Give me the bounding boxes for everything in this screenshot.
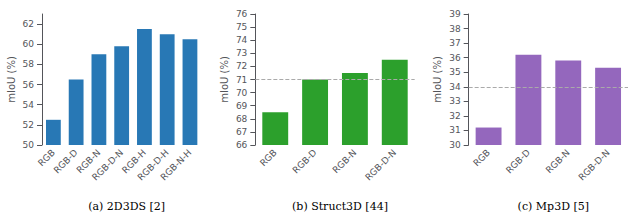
svg-text:RGB-N: RGB-N: [74, 147, 103, 176]
svg-text:50: 50: [23, 140, 35, 150]
svg-text:(c) Mp3D [5]: (c) Mp3D [5]: [518, 200, 589, 213]
svg-text:58: 58: [23, 59, 35, 69]
svg-text:32: 32: [449, 111, 460, 121]
svg-text:72: 72: [236, 61, 247, 71]
svg-text:35: 35: [449, 67, 460, 77]
svg-text:74: 74: [236, 35, 248, 45]
svg-text:36: 36: [449, 53, 461, 63]
svg-text:38: 38: [449, 24, 461, 34]
svg-text:69: 69: [236, 101, 248, 111]
svg-text:68: 68: [236, 114, 248, 124]
svg-text:30: 30: [449, 140, 461, 150]
svg-text:75: 75: [236, 22, 247, 32]
svg-text:RGB-N: RGB-N: [544, 147, 572, 175]
svg-text:76: 76: [236, 9, 248, 19]
svg-text:RGB-D-H: RGB-D-H: [135, 147, 171, 183]
svg-text:54: 54: [23, 100, 35, 110]
svg-text:RGB-D: RGB-D: [52, 147, 80, 175]
svg-text:62: 62: [23, 19, 34, 29]
svg-text:RGB: RGB: [471, 147, 492, 168]
svg-text:RGB-D-N: RGB-D-N: [90, 147, 125, 182]
svg-text:RGB: RGB: [36, 147, 57, 169]
svg-text:60: 60: [23, 39, 35, 49]
svg-text:RGB-N: RGB-N: [331, 147, 359, 175]
svg-text:mIoU (%): mIoU (%): [432, 56, 443, 103]
svg-text:34: 34: [449, 82, 461, 92]
svg-text:71: 71: [236, 75, 247, 85]
svg-text:37: 37: [449, 38, 460, 48]
svg-text:(a) 2D3DS [2]: (a) 2D3DS [2]: [88, 200, 165, 213]
svg-text:70: 70: [236, 88, 248, 98]
svg-text:39: 39: [449, 9, 461, 19]
svg-text:RGB-D-N: RGB-D-N: [577, 147, 612, 182]
svg-text:mIoU (%): mIoU (%): [6, 56, 17, 103]
svg-text:RGB-H: RGB-H: [120, 147, 148, 176]
svg-text:(b) Struct3D [44]: (b) Struct3D [44]: [292, 200, 388, 213]
svg-text:67: 67: [236, 127, 247, 137]
svg-text:56: 56: [23, 80, 35, 90]
svg-text:RGB-D-N: RGB-D-N: [363, 147, 398, 182]
svg-text:mIoU (%): mIoU (%): [219, 56, 230, 103]
svg-text:RGB-N-H: RGB-N-H: [159, 147, 194, 182]
svg-text:RGB-D: RGB-D: [504, 147, 532, 175]
svg-text:73: 73: [236, 48, 247, 58]
svg-text:31: 31: [449, 125, 460, 135]
svg-text:RGB-D: RGB-D: [291, 147, 319, 175]
svg-text:33: 33: [449, 96, 460, 106]
svg-text:66: 66: [236, 140, 248, 150]
svg-text:52: 52: [23, 120, 34, 130]
svg-text:RGB: RGB: [258, 147, 279, 168]
